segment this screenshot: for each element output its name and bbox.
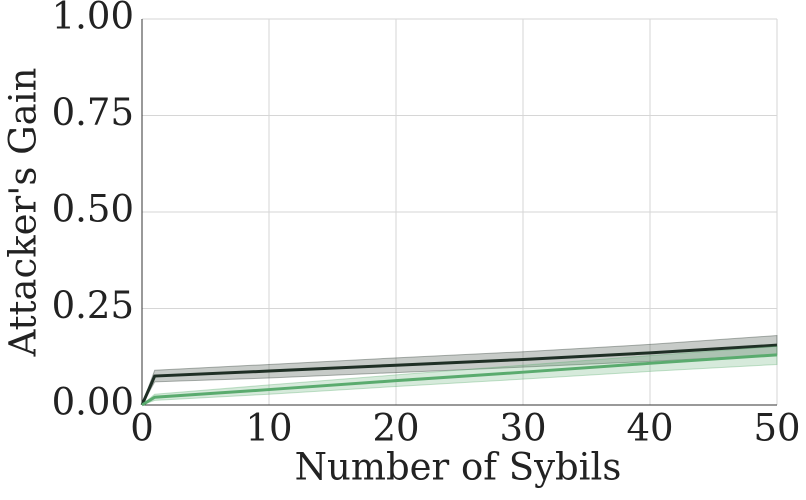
line [141, 353, 778, 407]
y-axis-label: Attacker's Gain [2, 68, 45, 358]
x-tick-label: 10 [245, 407, 292, 450]
x-axis-label: Number of Sybils [295, 446, 622, 489]
x-tick-label: 20 [372, 407, 419, 450]
y-tick-label: 0.25 [52, 284, 134, 327]
y-tick-label: 1.00 [52, 0, 134, 38]
x-tick-label: 50 [753, 407, 800, 450]
x-tick-label: 0 [130, 407, 154, 450]
y-tick-label: 0.75 [52, 91, 134, 134]
line [140, 343, 778, 406]
x-tick-label: 30 [499, 407, 546, 450]
x-tick-label: 40 [626, 407, 673, 450]
y-tick-label: 0.50 [52, 188, 134, 231]
y-tick-label: 0.00 [52, 381, 134, 424]
